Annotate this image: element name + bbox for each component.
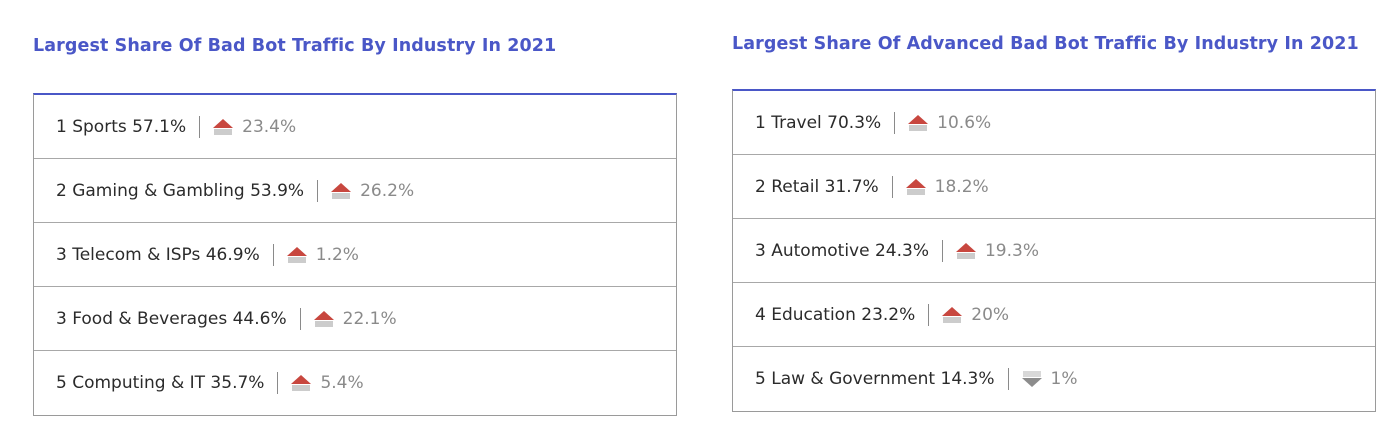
table-row: 2 Gaming & Gambling 53.9% 26.2%	[34, 159, 676, 223]
left-ranking-table: 1 Sports 57.1% 23.4% 2 Gaming & Gambling…	[33, 93, 677, 416]
row-label: 4 Education 23.2%	[755, 304, 916, 325]
table-row: 5 Law & Government 14.3% 1%	[733, 347, 1375, 411]
table-row: 5 Computing & IT 35.7% 5.4%	[34, 351, 676, 415]
change-value: 10.6%	[937, 112, 992, 133]
row-label: 3 Food & Beverages 44.6%	[56, 308, 287, 329]
up-arrow-icon	[904, 178, 928, 196]
table-row: 3 Telecom & ISPs 46.9% 1.2%	[34, 223, 676, 287]
change-value: 23.4%	[242, 116, 297, 137]
divider	[891, 175, 893, 198]
divider	[199, 115, 201, 138]
up-arrow-icon	[906, 114, 930, 132]
table-row: 4 Education 23.2% 20%	[733, 283, 1375, 347]
row-label: 5 Computing & IT 35.7%	[56, 373, 265, 393]
row-label: 1 Sports 57.1%	[56, 116, 187, 137]
divider	[317, 179, 319, 202]
up-arrow-icon	[329, 182, 353, 200]
row-label: 3 Telecom & ISPs 46.9%	[56, 244, 260, 265]
up-arrow-icon	[211, 118, 235, 136]
up-arrow-icon	[289, 374, 313, 392]
divider	[928, 303, 930, 326]
change-value: 19.3%	[984, 240, 1039, 261]
right-ranking-table: 1 Travel 70.3% 10.6% 2 Retail 31.7% 18.2…	[732, 89, 1376, 412]
row-label: 5 Law & Government 14.3%	[755, 369, 995, 389]
divider	[272, 243, 274, 266]
up-arrow-icon	[312, 310, 336, 328]
row-label: 2 Retail 31.7%	[755, 176, 879, 197]
up-arrow-icon	[940, 306, 964, 324]
down-arrow-icon	[1020, 370, 1044, 388]
table-row: 1 Travel 70.3% 10.6%	[733, 91, 1375, 155]
table-row: 2 Retail 31.7% 18.2%	[733, 155, 1375, 219]
divider	[941, 239, 943, 262]
left-panel: Largest Share Of Bad Bot Traffic By Indu…	[33, 34, 677, 416]
divider	[299, 307, 301, 330]
change-value: 20%	[971, 304, 1010, 325]
table-row: 3 Food & Beverages 44.6% 22.1%	[34, 287, 676, 351]
divider	[1007, 368, 1009, 390]
change-value: 1.2%	[315, 244, 359, 265]
change-value: 18.2%	[934, 176, 989, 197]
table-row: 3 Automotive 24.3% 19.3%	[733, 219, 1375, 283]
up-arrow-icon	[285, 246, 309, 264]
table-row: 1 Sports 57.1% 23.4%	[34, 95, 676, 159]
change-value: 5.4%	[320, 373, 364, 393]
right-panel-title: Largest Share Of Advanced Bad Bot Traffi…	[732, 34, 1359, 54]
up-arrow-icon	[954, 242, 978, 260]
row-label: 1 Travel 70.3%	[755, 112, 882, 133]
divider	[277, 372, 279, 394]
divider	[894, 111, 896, 134]
right-panel: Largest Share Of Advanced Bad Bot Traffi…	[732, 32, 1376, 412]
change-value: 22.1%	[342, 308, 397, 329]
left-panel-title: Largest Share Of Bad Bot Traffic By Indu…	[33, 36, 557, 56]
change-value: 26.2%	[360, 180, 415, 201]
row-label: 2 Gaming & Gambling 53.9%	[56, 180, 305, 201]
row-label: 3 Automotive 24.3%	[755, 240, 929, 261]
change-value: 1%	[1050, 369, 1078, 389]
